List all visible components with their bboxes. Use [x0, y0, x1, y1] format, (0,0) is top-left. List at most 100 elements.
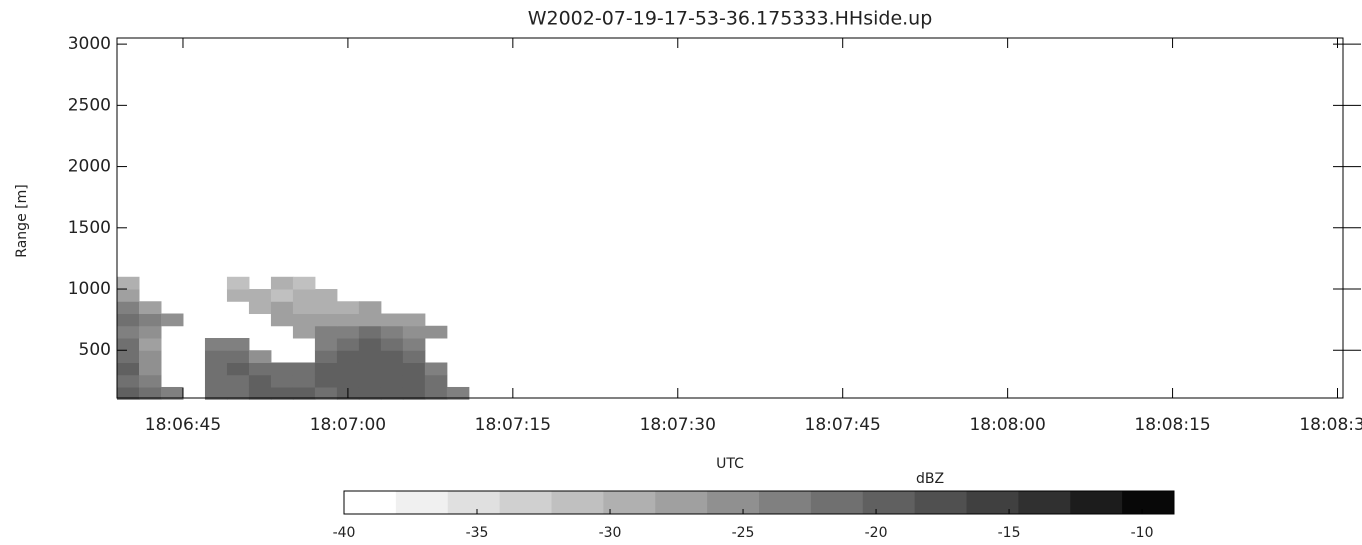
echo-cell [424, 362, 448, 376]
colorbar-segment [914, 491, 967, 514]
colorbar-segment [810, 491, 864, 514]
echo-cell [424, 374, 448, 388]
echo-cell [226, 338, 250, 351]
echo-cell [292, 374, 316, 388]
echo-cell [402, 350, 426, 363]
echo-cell [358, 325, 382, 339]
echo-cell [402, 362, 426, 376]
echo-cell [226, 386, 250, 400]
echo-cell [226, 289, 250, 302]
echo-cell [270, 386, 294, 400]
echo-cell [380, 325, 404, 339]
y-tick-label: 1500 [68, 218, 111, 238]
echo-cell [314, 289, 338, 302]
echo-cell [138, 313, 162, 327]
echo-cell [160, 313, 184, 327]
colorbar-segment [344, 491, 397, 514]
echo-cell [314, 350, 338, 363]
y-tick-label: 1000 [68, 279, 111, 299]
colorbar-segment [499, 491, 552, 514]
echo-cell [270, 362, 294, 376]
x-tick-label: 18:07:15 [475, 415, 551, 435]
echo-cell [138, 350, 162, 363]
echo-cell [248, 301, 272, 315]
echo-cell [248, 386, 272, 400]
colorbar-tick-label: -30 [599, 525, 622, 541]
colorbar-segment [1018, 491, 1071, 514]
echo-cell [226, 350, 250, 363]
echo-cell [336, 374, 360, 388]
echo-cell [402, 374, 426, 388]
x-tick-label: 18:08:15 [1134, 415, 1210, 435]
echo-cell [336, 301, 360, 315]
echo-cell [314, 386, 338, 400]
echo-cell [380, 313, 404, 327]
x-axis-label: UTC [716, 456, 744, 472]
echo-cell [380, 350, 404, 363]
echo-cell [270, 313, 294, 327]
echo-cell [117, 350, 140, 363]
echo-cell [292, 301, 316, 315]
echo-cell [138, 386, 162, 400]
echo-cell [292, 276, 316, 290]
echo-cell [314, 362, 338, 376]
echo-cell [117, 362, 140, 376]
echo-cell [117, 289, 140, 302]
echo-cell [292, 325, 316, 339]
colorbar-segment [707, 491, 760, 514]
echo-cell [380, 374, 404, 388]
echo-cell [138, 325, 162, 339]
echo-cell [248, 289, 272, 302]
y-tick-label: 2500 [68, 95, 111, 115]
echo-cell [117, 338, 140, 351]
colorbar-label: dBZ [916, 471, 944, 487]
echo-cell [226, 276, 250, 290]
echo-cell [270, 289, 294, 302]
x-tick-label: 18:07:00 [310, 415, 386, 435]
echo-cell [248, 374, 272, 388]
echo-cell [138, 338, 162, 351]
colorbar-tick-label: -25 [732, 525, 755, 541]
echo-cell [292, 362, 316, 376]
colorbar-tick-label: -20 [865, 525, 888, 541]
colorbar-tick-label: -15 [998, 525, 1021, 541]
echo-cell [204, 350, 228, 363]
echo-cell [292, 289, 316, 302]
echo-cell [424, 386, 448, 400]
colorbar-frame [343, 490, 1175, 515]
echo-cell [204, 386, 228, 400]
x-tick-label: 18:06:45 [145, 415, 221, 435]
echo-cell [314, 313, 338, 327]
echo-cell [314, 338, 338, 351]
echo-cell [117, 374, 140, 388]
echo-cell [270, 276, 294, 290]
chart-title: W2002-07-19-17-53-36.175333.HHside.up [528, 8, 933, 30]
echo-cell [117, 386, 140, 400]
echo-cell [402, 313, 426, 327]
echo-cell [402, 338, 426, 351]
echo-cell [336, 362, 360, 376]
plot-frame [116, 37, 1344, 399]
echo-cell [248, 350, 272, 363]
echo-cell [336, 350, 360, 363]
echo-cell [336, 313, 360, 327]
echo-cell [358, 313, 382, 327]
echo-cell [402, 386, 426, 400]
y-axis-label: Range [m] [14, 184, 30, 257]
echo-cell [270, 374, 294, 388]
echo-cell [292, 386, 316, 400]
echo-cell [314, 301, 338, 315]
echo-cell [117, 325, 140, 339]
echo-cell [226, 374, 250, 388]
colorbar-tick-label: -35 [466, 525, 489, 541]
x-tick-label: 18:08:00 [969, 415, 1045, 435]
colorbar-segment [603, 491, 656, 514]
echo-cell [424, 325, 448, 339]
y-tick-label: 2000 [68, 157, 111, 177]
colorbar-segment [447, 491, 501, 514]
echo-cell [446, 386, 470, 400]
colorbar-segment [1122, 491, 1175, 514]
echo-cell [358, 350, 382, 363]
y-tick-label: 500 [79, 340, 111, 360]
